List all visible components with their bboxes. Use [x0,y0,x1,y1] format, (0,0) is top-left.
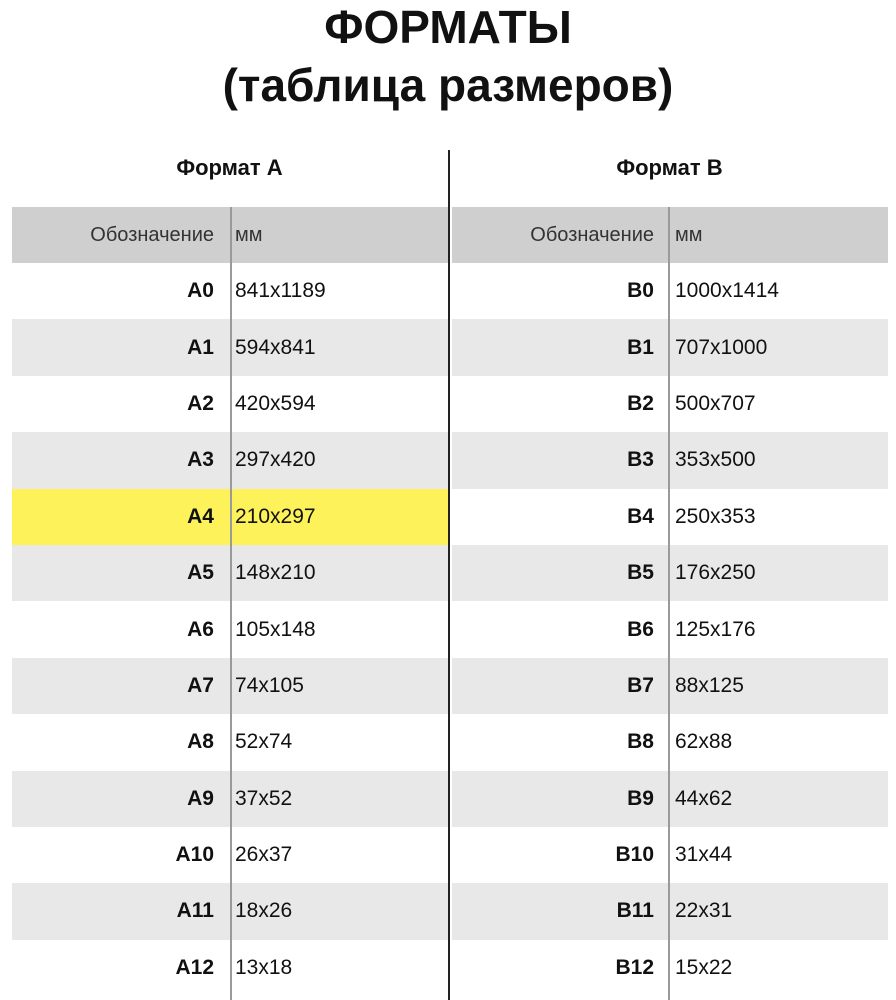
format-size: 22x31 [675,899,733,923]
column-divider [230,207,232,1000]
format-a-heading: Формат А [176,155,283,180]
format-name: A0 [187,279,214,303]
designation-header: Обозначение [90,223,214,246]
format-name: A9 [187,786,214,810]
format-b-table: Обозначение мм B0 1000x1414 B1 707x1000 … [452,207,888,996]
table-row: B10 31x44 [452,827,888,883]
format-size: 88x125 [675,673,744,697]
format-name: A11 [176,899,214,923]
table-row: A12 13x18 [12,940,448,996]
format-name: A3 [187,448,214,472]
table-row: B12 15x22 [452,940,888,996]
table-row: B0 1000x1414 [452,263,888,319]
format-size: 26x37 [235,843,293,867]
format-size: 18x26 [235,899,293,923]
mm-header: мм [235,223,263,246]
format-size: 1000x1414 [675,279,779,303]
table-row: B6 125x176 [452,601,888,657]
format-size: 707x1000 [675,335,768,359]
format-size: 210x297 [235,504,316,528]
format-size: 62x88 [675,730,733,754]
table-row: A2 420x594 [12,376,448,432]
format-size: 500x707 [675,391,756,415]
mm-header: мм [675,223,703,246]
format-name: A7 [187,673,214,697]
table-row: B1 707x1000 [452,319,888,376]
format-name: B6 [627,617,654,641]
format-name: A1 [187,335,214,359]
format-name: A10 [175,843,214,867]
format-name: B1 [627,335,654,359]
format-name: A12 [175,955,214,979]
table-row: B7 88x125 [452,657,888,715]
format-size: 74x105 [235,673,304,697]
format-name: B11 [616,899,654,923]
format-size: 125x176 [675,617,756,641]
format-name: B3 [627,448,654,472]
format-b-heading: Формат В [616,155,723,180]
format-size: 52x74 [235,730,293,754]
table-row: A6 105x148 [12,601,448,657]
center-divider [448,150,450,1000]
column-divider [668,207,670,1000]
format-name: A4 [187,504,214,528]
table-row: B11 22x31 [452,883,888,940]
table-row: A10 26x37 [12,827,448,883]
format-name: B10 [615,843,654,867]
table-row: B9 44x62 [452,770,888,827]
format-size: 13x18 [235,955,293,979]
format-name: B7 [627,673,654,697]
format-name: B4 [627,504,654,528]
format-size: 44x62 [675,786,733,810]
format-size: 250x353 [675,504,756,528]
format-size: 594x841 [235,335,316,359]
table-row: B3 353x500 [452,432,888,489]
format-size: 297x420 [235,448,316,472]
format-size: 37x52 [235,786,293,810]
format-size: 176x250 [675,561,756,585]
format-name: B8 [627,730,654,754]
format-name: B2 [627,391,654,415]
table-row: B4 250x353 [452,489,888,545]
format-size: 353x500 [675,448,756,472]
page-title: ФОРМАТЫ [324,1,572,53]
format-name: A8 [187,730,214,754]
format-name: A2 [187,391,214,415]
format-name: B5 [627,561,654,585]
format-name: B12 [615,955,654,979]
designation-header: Обозначение [530,223,654,246]
table-row: B8 62x88 [452,714,888,770]
table-row: A0 841x1189 [12,263,448,319]
format-size: 841x1189 [235,279,326,303]
format-name: B0 [627,279,654,303]
format-name: B9 [627,786,654,810]
format-size: 31x44 [675,843,733,867]
format-name: A5 [187,561,214,585]
format-size: 420x594 [235,391,316,415]
format-name: A6 [187,617,214,641]
format-size: 148x210 [235,561,316,585]
table-row: B5 176x250 [452,544,888,602]
format-size: 15x22 [675,955,733,979]
page-subtitle: (таблица размеров) [222,59,674,111]
format-size: 105x148 [235,617,316,641]
table-row: B2 500x707 [452,376,888,432]
table-header: Обозначение мм [452,207,888,263]
table-row: A8 52x74 [12,714,448,770]
